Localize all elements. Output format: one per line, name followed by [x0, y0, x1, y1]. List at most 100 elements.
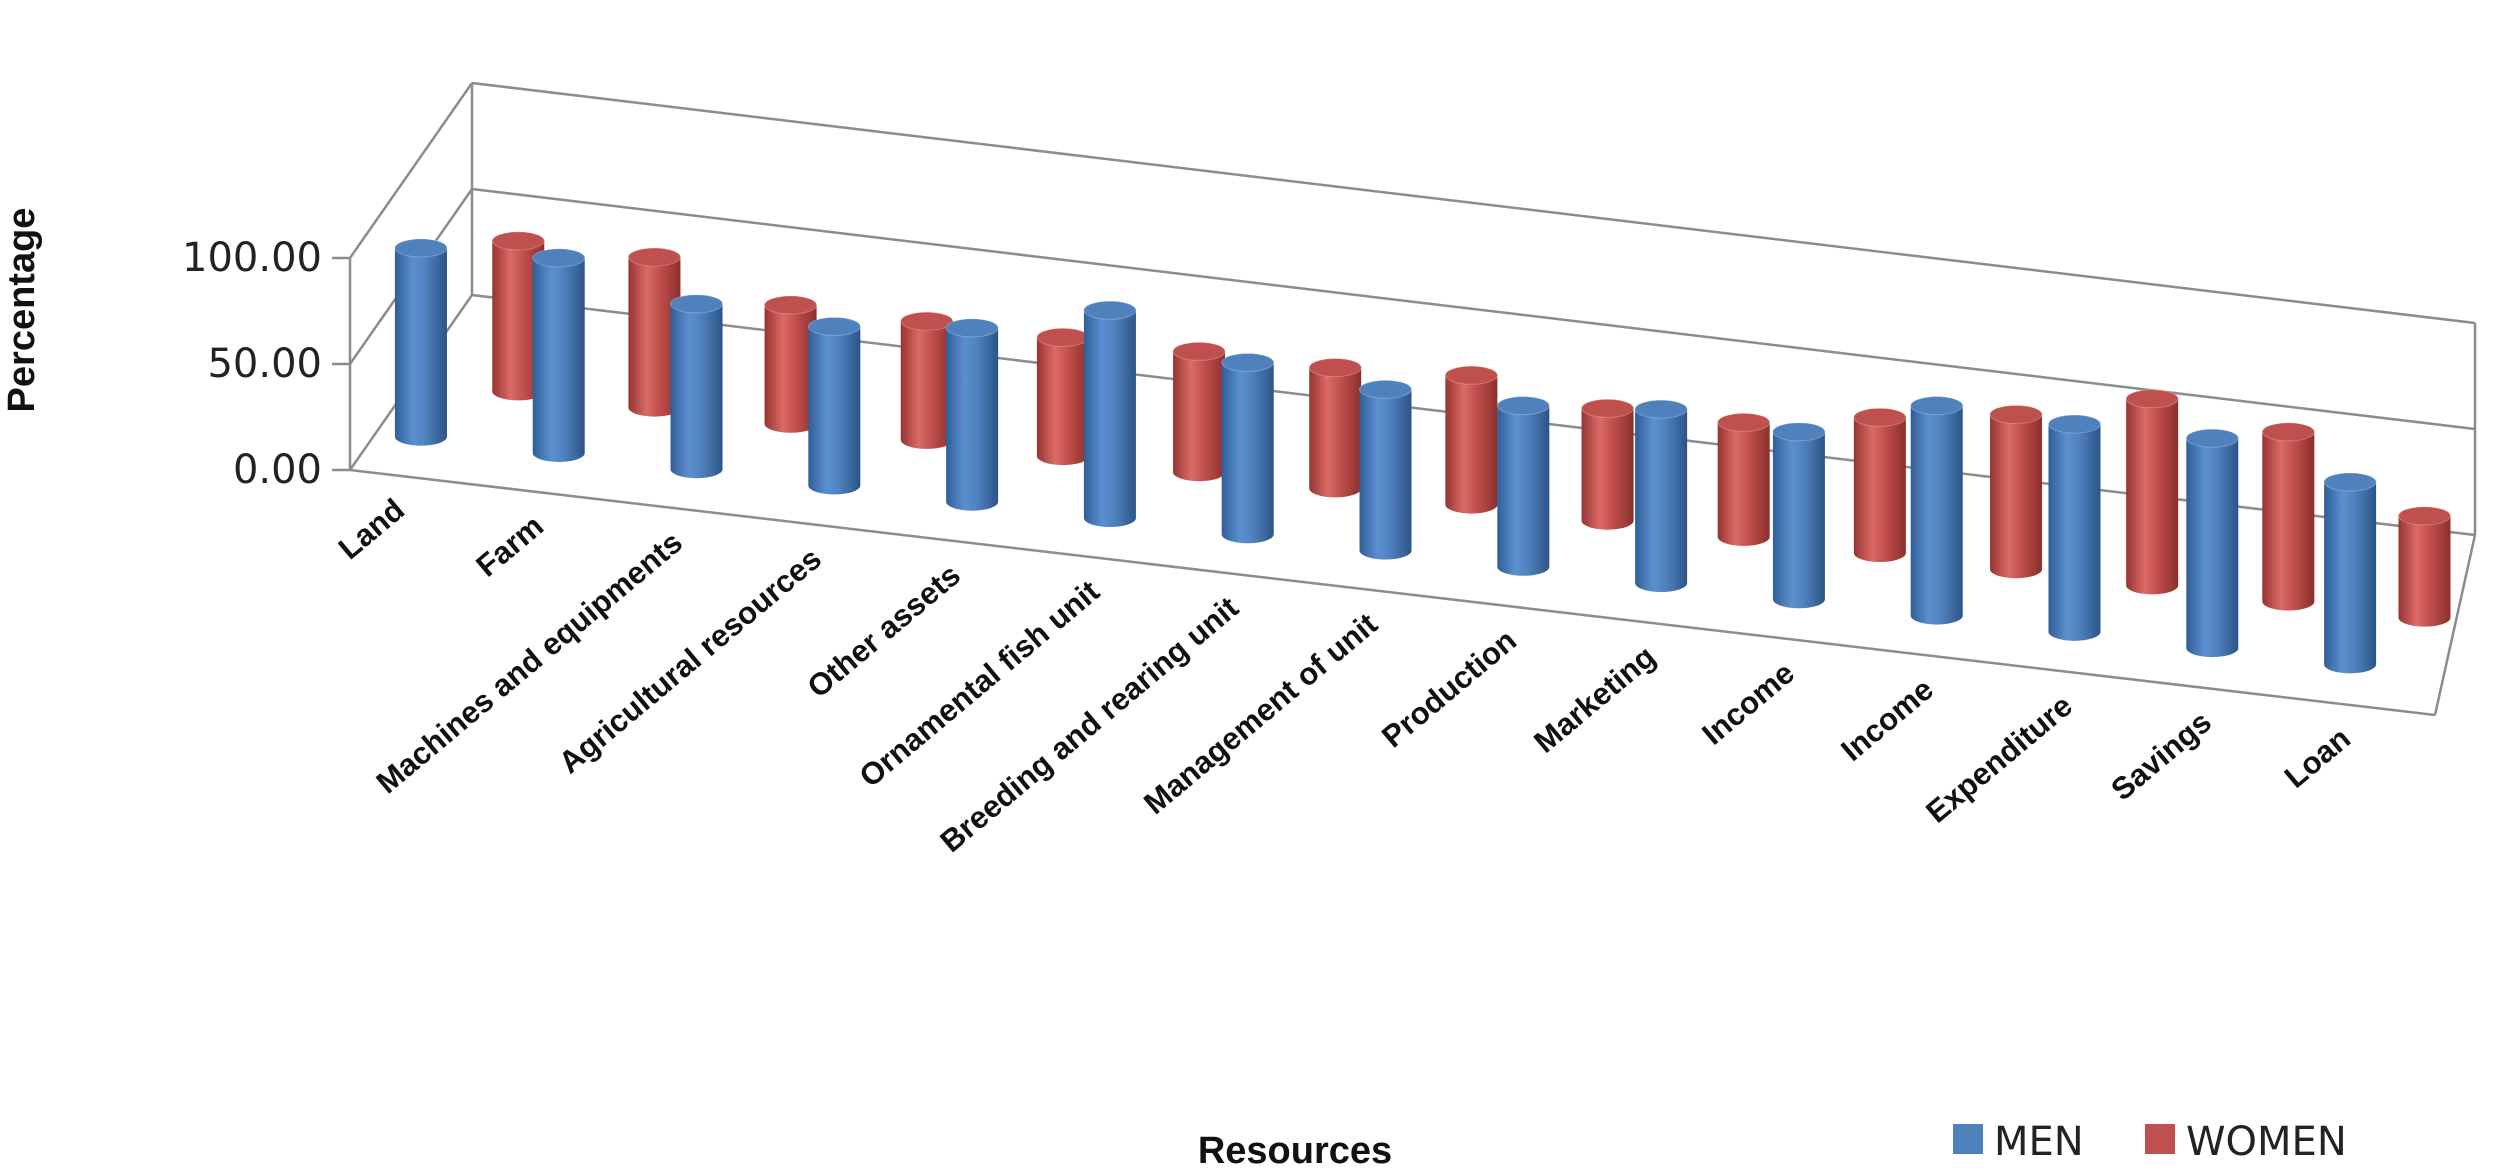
women-bar [2261, 422, 2315, 611]
women-bar [1853, 407, 1907, 563]
chart-bars [394, 231, 2451, 674]
men-bar-top [394, 238, 448, 258]
men-bar-body [2186, 429, 2239, 658]
women-bar-body [628, 248, 681, 417]
men-bar-body [1635, 400, 1688, 593]
women-bar [491, 231, 545, 401]
men-bar-top [1359, 379, 1413, 399]
women-bar-top [764, 295, 818, 315]
women-bar-body [492, 231, 545, 401]
women-bar-top [2261, 422, 2315, 442]
floor-right-edge [2433, 534, 2477, 716]
men-bar [2323, 472, 2377, 674]
women-bar-body [2126, 389, 2179, 595]
y-axis-ticks: 0.00 50.00 100.00 [182, 235, 350, 493]
men-bar-body [394, 239, 447, 446]
men-bar [1634, 399, 1688, 593]
x-category-label: Income [1834, 671, 1940, 768]
x-category-label: Breeding and rearing unit [934, 590, 1245, 859]
x-category-label: Income [1695, 655, 1801, 752]
x-category-label: Marketing [1527, 639, 1662, 760]
women-bar [2397, 506, 2451, 627]
x-category-label: Savings [2104, 704, 2218, 807]
y-tick-label: 100.00 [182, 235, 322, 281]
men-bar-body [2048, 415, 2101, 641]
women-bar-top [2397, 506, 2451, 526]
y-tick-label: 50.00 [207, 341, 322, 387]
women-bar [900, 311, 954, 449]
legend: MEN WOMEN [1953, 1119, 2347, 1165]
men-bar [1083, 300, 1137, 528]
men-bar [807, 316, 861, 495]
women-bar-body [2262, 422, 2315, 611]
men-bar-body [670, 294, 723, 479]
women-bar [764, 295, 818, 433]
men-bar-top [2048, 414, 2102, 434]
women-bar-top [1036, 327, 1090, 347]
legend-label-men: MEN [1994, 1119, 2084, 1165]
gridline [471, 187, 2476, 431]
x-axis-line [349, 468, 2436, 717]
women-bar-body [900, 312, 953, 449]
women-bar [1172, 341, 1226, 482]
men-bar [1910, 396, 1964, 625]
women-bar-body [1173, 342, 1226, 482]
women-bar-body [1445, 366, 1498, 514]
men-bar [394, 238, 448, 446]
legend-swatch-men [1953, 1124, 1983, 1154]
women-bar-body [1717, 413, 1770, 546]
women-bar-top [491, 231, 545, 251]
x-category-label: Production [1375, 622, 1523, 754]
men-bar-top [1772, 422, 1826, 442]
women-bar [1581, 398, 1635, 530]
left-wall-top-edge [348, 82, 474, 259]
women-bar-body [1309, 358, 1362, 498]
women-bar [1308, 358, 1362, 498]
women-bar-top [627, 247, 681, 267]
women-bar-top [900, 311, 954, 331]
women-bar-body [1990, 405, 2043, 579]
men-bar-top [532, 248, 586, 268]
women-bar-body [1581, 399, 1634, 530]
men-bar [1359, 379, 1413, 560]
women-bar-top [1581, 398, 1635, 418]
women-bar [1989, 404, 2043, 579]
men-bar-body [808, 317, 861, 495]
x-category-label: Machines and equipments [370, 524, 689, 800]
women-bar-top [1853, 407, 1907, 427]
men-bar-body [532, 248, 585, 462]
men-bar-body [1910, 396, 1963, 625]
men-bar-body [1083, 301, 1136, 528]
men-bar [2048, 414, 2102, 641]
women-bar-body [1036, 328, 1089, 466]
women-bar [1444, 365, 1498, 514]
men-bar-top [1496, 396, 1550, 416]
women-bar-top [1444, 365, 1498, 385]
y-tick-label: 0.00 [233, 447, 322, 493]
men-bar-top [1634, 399, 1688, 419]
men-bar-top [1083, 300, 1137, 320]
women-bar-top [2125, 389, 2179, 409]
men-bar-body [1359, 380, 1412, 560]
women-bar [627, 247, 681, 417]
gridline [471, 81, 2476, 325]
women-bar-body [764, 296, 817, 433]
x-category-label: Loan [2278, 720, 2357, 794]
x-category-label: Land [332, 492, 411, 566]
women-bar [1717, 412, 1771, 546]
women-bar-top [1172, 341, 1226, 361]
women-bar-top [1717, 412, 1771, 432]
women-bar [1036, 327, 1090, 466]
men-bar-body [1772, 422, 1825, 609]
x-category-label: Expenditure [1919, 688, 2079, 830]
x-category-label: Other assets [801, 557, 967, 705]
men-bar-top [1910, 396, 1964, 416]
women-bar-body [2398, 506, 2451, 627]
women-bar [2125, 389, 2179, 595]
legend-label-women: WOMEN [2186, 1119, 2347, 1165]
men-bar-top [2323, 472, 2377, 492]
women-bar-top [1308, 358, 1362, 378]
men-bar [532, 248, 586, 462]
men-bar [2185, 428, 2239, 658]
men-bar [670, 294, 724, 479]
